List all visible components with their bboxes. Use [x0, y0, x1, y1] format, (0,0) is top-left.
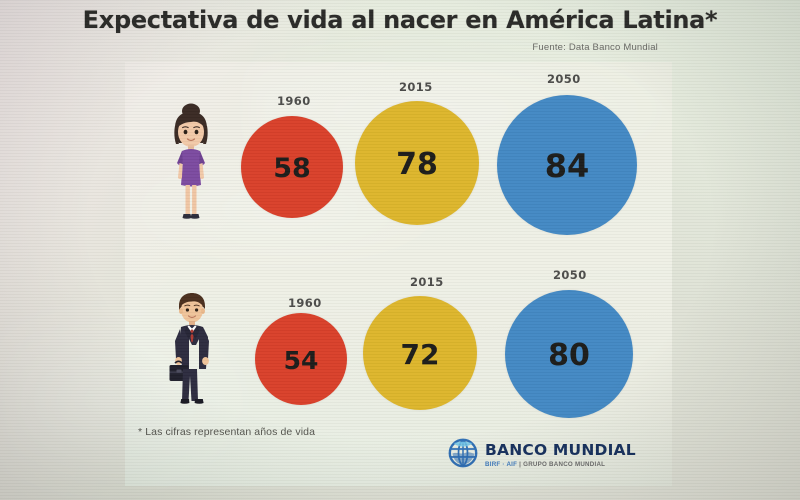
woman-icon — [155, 100, 227, 233]
data-circle-male-2050[interactable]: 80 — [505, 290, 633, 418]
data-circle-female-2015[interactable]: 78 — [355, 101, 479, 225]
source-caption: Fuente: Data Banco Mundial — [532, 42, 658, 53]
logo-divider: | — [519, 460, 522, 468]
man-icon — [152, 289, 232, 409]
data-value: 80 — [548, 337, 590, 373]
year-label: 2015 — [399, 80, 433, 94]
banco-mundial-logo: BANCO MUNDIAL BIRF · AIF | GRUPO BANCO M… — [448, 438, 636, 473]
data-value: 84 — [544, 147, 590, 185]
year-label: 2050 — [547, 72, 581, 86]
logo-group-name: GRUPO BANCO MUNDIAL — [523, 460, 606, 468]
logo-text-block: BANCO MUNDIAL BIRF · AIF | GRUPO BANCO M… — [485, 443, 636, 468]
year-label: 1960 — [288, 296, 322, 310]
data-circle-male-1960[interactable]: 54 — [255, 313, 347, 405]
year-label: 2050 — [553, 268, 587, 282]
data-circle-female-1960[interactable]: 58 — [241, 116, 343, 218]
year-label: 1960 — [277, 94, 311, 108]
logo-name: BANCO MUNDIAL — [485, 441, 636, 460]
logo-subtitle: BIRF · AIF | GRUPO BANCO MUNDIAL — [485, 460, 636, 468]
globe-icon — [448, 438, 478, 473]
year-label: 2015 — [410, 275, 444, 289]
footnote: * Las cifras representan años de vida — [138, 426, 316, 438]
page-title: Expectativa de vida al nacer en América … — [82, 6, 718, 34]
data-value: 54 — [283, 345, 319, 375]
data-value: 72 — [400, 337, 440, 371]
data-circle-male-2015[interactable]: 72 — [363, 296, 477, 410]
data-value: 58 — [273, 152, 311, 184]
data-circle-female-2050[interactable]: 84 — [497, 95, 637, 235]
data-value: 78 — [396, 146, 438, 182]
logo-birf-aif: BIRF · AIF — [485, 460, 518, 468]
